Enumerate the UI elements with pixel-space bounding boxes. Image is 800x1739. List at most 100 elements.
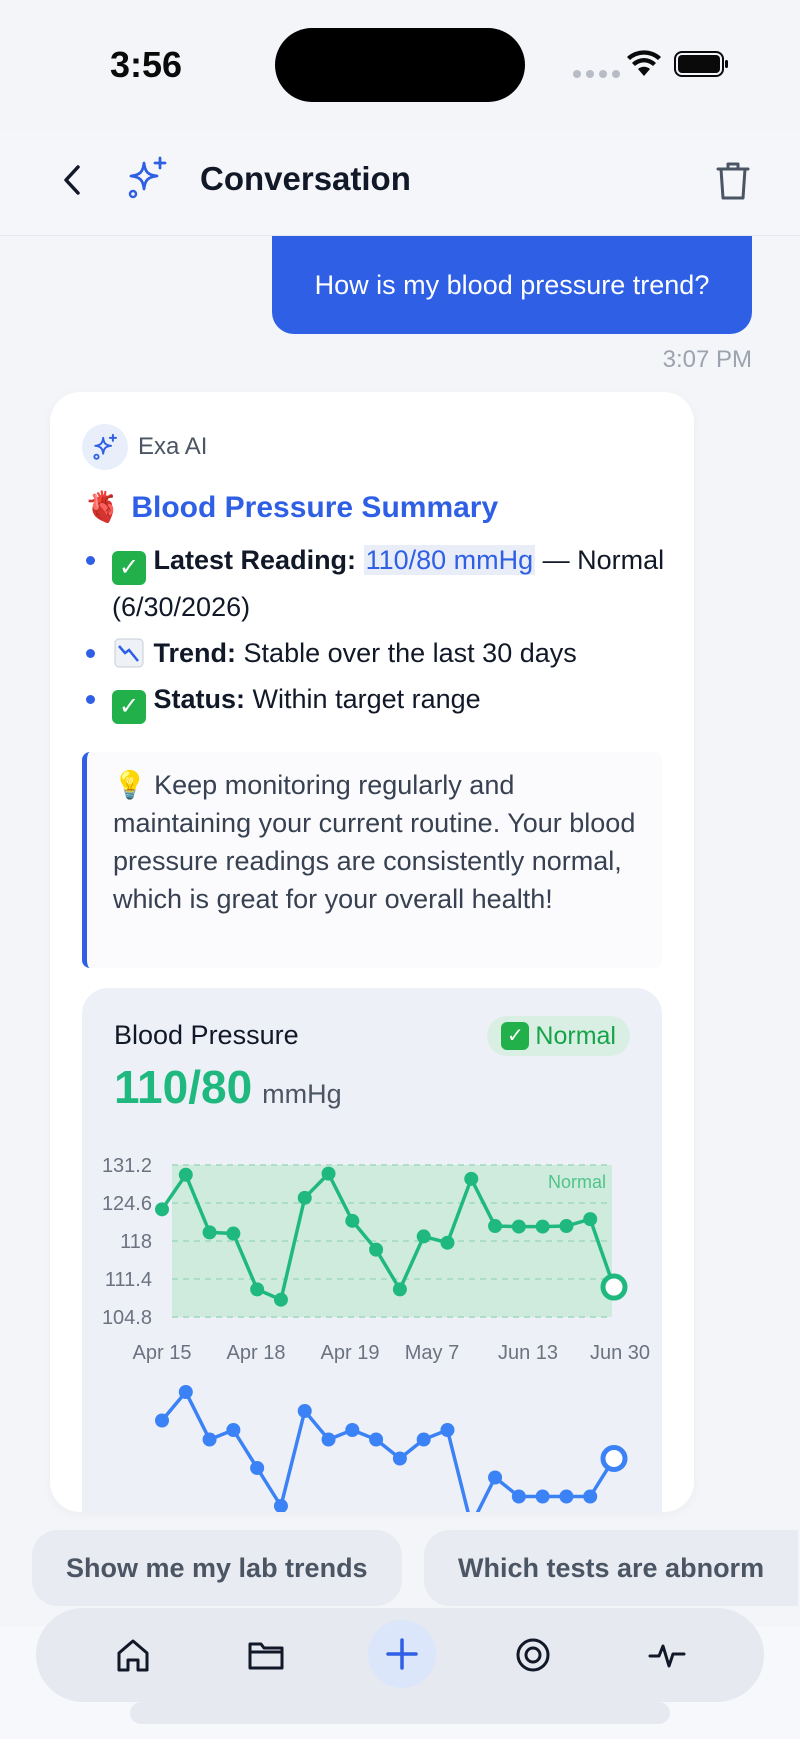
chart-down-icon [112, 638, 146, 672]
data-point [155, 1202, 169, 1217]
sparkle-icon [93, 433, 117, 460]
signal-icon [573, 70, 620, 78]
x-tick-label: Jun 13 [498, 1342, 558, 1364]
home-icon [117, 1639, 149, 1672]
wifi-icon [627, 50, 661, 76]
list-item: ✓ Status: Within target range [82, 677, 672, 724]
status-badge-text: Normal [535, 1021, 616, 1050]
data-point [535, 1489, 550, 1504]
x-tick-label: May 7 [405, 1342, 459, 1364]
list-item: ✓ Latest Reading: 110/80 mmHg — Normal (… [82, 538, 672, 629]
summary-heading: 🫀 Blood Pressure Summary [84, 490, 498, 525]
x-tick-label: Apr 15 [133, 1342, 192, 1364]
ai-sender: Exa AI [82, 424, 207, 470]
page-title: Conversation [200, 160, 411, 197]
bp-card-label: Blood Pressure [114, 1020, 299, 1050]
trash-icon [716, 162, 750, 200]
data-point [535, 1219, 550, 1234]
bullet-text: — Normal (6/30/2026) [112, 545, 665, 622]
message-timestamp: 3:07 PM [662, 346, 752, 373]
back-button[interactable] [50, 158, 94, 202]
tip-text: Keep monitoring regularly and maintainin… [113, 770, 636, 914]
y-tick-label: 118 [120, 1231, 152, 1253]
data-point [583, 1212, 598, 1227]
lightbulb-icon: 💡 [113, 770, 147, 800]
tab-vitals[interactable] [632, 1608, 702, 1702]
normal-range-label: Normal [548, 1172, 606, 1192]
chevron-left-icon [64, 165, 80, 195]
dynamic-island [275, 28, 525, 102]
data-point [226, 1423, 241, 1437]
summary-title: Blood Pressure Summary [131, 490, 499, 524]
suggestion-chip[interactable]: Show me my lab trends [32, 1530, 402, 1606]
bullet-label: Trend: [153, 638, 237, 668]
delete-button[interactable] [708, 156, 758, 206]
data-point [202, 1225, 217, 1240]
summary-list: ✓ Latest Reading: 110/80 mmHg — Normal (… [82, 538, 672, 726]
data-point [369, 1432, 384, 1447]
data-point [345, 1423, 360, 1437]
bullet-text: Within target range [252, 684, 481, 714]
add-button[interactable] [368, 1620, 436, 1688]
data-point [369, 1242, 384, 1257]
tab-records[interactable] [231, 1608, 301, 1702]
data-point [155, 1413, 169, 1428]
data-point [297, 1190, 312, 1205]
data-point [345, 1213, 360, 1228]
y-tick-label: 131.2 [102, 1155, 152, 1177]
bp-value: 110/80 mmHg [114, 1060, 342, 1114]
bullet-text: Stable over the last 30 days [243, 638, 577, 668]
reading-highlight[interactable]: 110/80 mmHg [363, 545, 536, 575]
plus-icon [386, 1638, 418, 1670]
data-point [226, 1226, 241, 1241]
data-point [559, 1489, 574, 1504]
folder-icon [248, 1642, 284, 1670]
x-tick-label: Jun 30 [590, 1342, 650, 1364]
data-point [392, 1451, 407, 1466]
data-point [511, 1489, 526, 1504]
check-icon: ✓ [112, 690, 146, 724]
suggestion-chips: Show me my lab trends Which tests are ab… [32, 1530, 800, 1610]
user-message-bubble: How is my blood pressure trend? [272, 236, 752, 334]
blood-pressure-chart: 131.2 124.6 118 111.4 104.8 Normal Apr 15 Apr 1… [102, 1155, 650, 1512]
pulse-icon [648, 1644, 686, 1668]
x-tick-label: Apr 18 [227, 1342, 286, 1364]
list-item: Trend: Stable over the last 30 days [82, 631, 672, 675]
data-point [392, 1282, 407, 1297]
target-icon [516, 1638, 550, 1672]
data-point [416, 1229, 431, 1244]
suggestion-chip[interactable]: Which tests are abnorm [424, 1530, 799, 1606]
data-point [202, 1432, 217, 1447]
status-badge: ✓ Normal [487, 1016, 630, 1056]
data-point [250, 1461, 265, 1475]
latest-point [600, 1273, 628, 1301]
tab-goals[interactable] [498, 1608, 568, 1702]
data-point [583, 1489, 598, 1504]
bullet-label: Status: [153, 684, 246, 714]
bullet-label: Latest Reading: [153, 545, 357, 575]
sparkle-icon [128, 156, 167, 199]
data-point [273, 1292, 288, 1307]
data-point [178, 1385, 193, 1399]
data-point [273, 1499, 288, 1512]
tab-bar [36, 1608, 764, 1702]
check-icon: ✓ [112, 551, 146, 585]
blood-pressure-card[interactable]: Blood Pressure ✓ Normal 110/80 mmHg 131.… [82, 988, 662, 1512]
ai-message-card: Exa AI 🫀 Blood Pressure Summary ✓ Latest… [50, 392, 694, 1512]
home-indicator [130, 1702, 670, 1724]
tab-home[interactable] [98, 1608, 168, 1702]
y-tick-label: 111.4 [105, 1269, 152, 1291]
ai-avatar [82, 424, 128, 470]
check-icon: ✓ [501, 1022, 530, 1050]
x-tick-label: Apr 19 [321, 1342, 380, 1364]
latest-point [600, 1445, 628, 1472]
data-point [464, 1171, 479, 1186]
data-point [250, 1282, 265, 1297]
data-point [440, 1423, 455, 1437]
heart-icon: 🫀 [84, 491, 122, 524]
data-point [511, 1219, 526, 1234]
data-point [178, 1167, 193, 1182]
status-time: 3:56 [110, 44, 183, 85]
data-point [488, 1219, 503, 1234]
status-bar: 3:56 [0, 0, 800, 130]
